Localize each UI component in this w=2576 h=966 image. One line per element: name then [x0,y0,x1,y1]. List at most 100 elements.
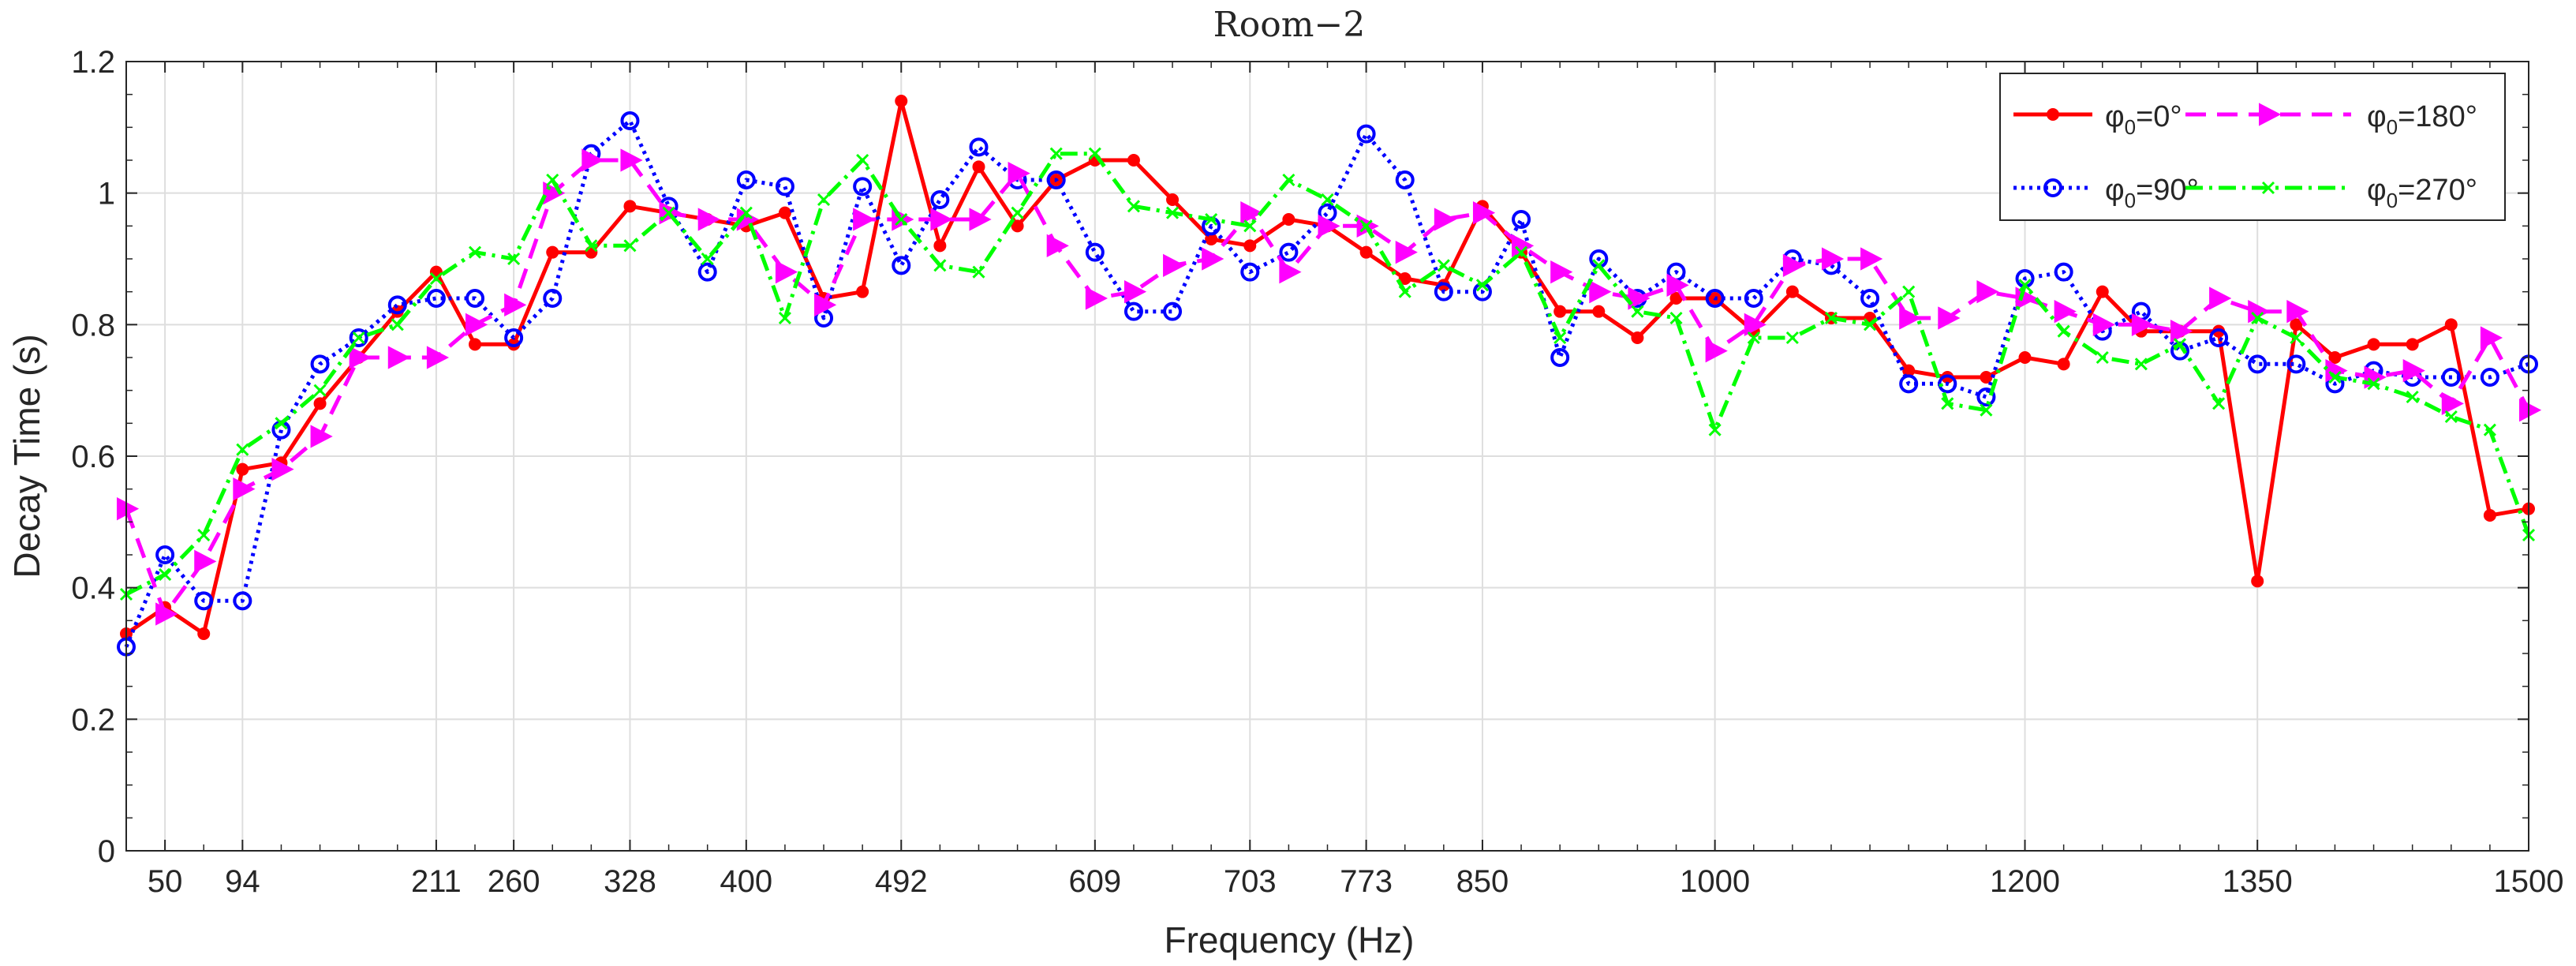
data-point [1785,285,1799,298]
data-point [469,338,482,351]
data-point [1553,305,1567,318]
data-point [197,528,211,542]
data-point [275,417,288,430]
data-point [2480,368,2499,387]
x-tick-label: 773 [1340,864,1393,899]
data-point [1356,124,1376,144]
data-point [507,252,521,266]
data-point [1821,247,1845,271]
data-point [1666,273,1689,297]
data-point [543,289,563,308]
data-point [349,328,368,347]
x-tick-label: 609 [1068,864,1121,899]
x-tick-label: 50 [148,864,183,899]
data-point [2251,311,2264,325]
data-point [504,293,527,316]
data-point [1782,253,1806,277]
data-point [313,397,327,410]
data-point [1398,285,1411,298]
data-point [739,206,753,219]
x-tick-label: 1500 [2494,864,2564,899]
data-point [352,331,365,345]
data-point [1240,262,1260,282]
data-point [2286,300,2309,324]
data-point [310,354,330,374]
data-point [1860,289,1880,308]
data-point [817,193,831,207]
legend-label-0-deg: φ0=0° [2105,100,2182,139]
data-point [1938,374,1957,394]
data-point [1941,397,1954,410]
series-layer [117,95,2542,657]
data-point [1980,371,1993,384]
data-point [623,239,637,253]
data-point [1631,331,1644,344]
data-point [468,245,482,259]
data-point [1085,286,1108,310]
x-tick-labels: 50 94 211 260 328 400 492 609 703 773 850 1000 1200 1… [148,864,2564,899]
legend-box [1999,73,2506,221]
x-tick-label: 400 [720,864,772,899]
data-point [1589,280,1612,304]
data-point [933,239,947,253]
data-point [2402,359,2425,383]
y-tick-label: 0.8 [71,308,115,343]
data-point [1395,241,1418,264]
data-point [892,256,911,275]
data-point [1902,285,1916,298]
data-point [1318,214,1340,238]
x-tick-label: 492 [875,864,928,899]
data-point [233,477,256,501]
y-axis-label: Decay Time (s) [6,334,47,578]
data-point [1705,339,1728,363]
legend-marker [2047,108,2059,121]
data-point [546,245,559,259]
data-point [391,318,404,331]
data-point [969,137,989,157]
data-point [2131,313,2155,336]
data-point [159,567,172,582]
data-point [194,591,214,611]
data-point [775,177,794,197]
data-point [1395,170,1415,189]
data-point [1359,245,1373,259]
data-point [620,148,643,172]
data-point [2483,423,2496,436]
data-point [465,313,488,336]
data-point [778,311,791,325]
data-point [504,328,524,347]
data-point [1166,193,1180,206]
data-point [1976,388,1996,406]
data-point [2170,320,2193,343]
data-point [1785,331,1799,345]
data-point [426,289,446,308]
data-point [1398,272,1411,285]
data-point [426,346,450,369]
data-point [1321,193,1334,207]
data-point [1976,280,1999,304]
data-point [662,206,675,219]
data-point [2328,370,2342,384]
data-point [623,200,637,213]
data-point [736,170,756,189]
data-point [2367,338,2380,351]
data-point [697,262,717,282]
data-point [1744,289,1763,308]
data-point [1127,200,1140,213]
data-point [1046,170,1066,189]
data-point [1008,162,1030,185]
data-point [1085,242,1105,262]
data-point [856,285,869,298]
data-point [2096,350,2109,365]
data-point [387,295,407,315]
data-point [2018,279,2032,292]
legend-entry-90-deg: φ0=90° [2013,174,2199,212]
data-point [1980,403,1993,417]
data-point [1205,212,1218,227]
data-point [1202,247,1224,271]
y-tick-label: 0.4 [71,571,115,606]
data-point [2406,390,2419,404]
x-tick-label: 94 [225,864,260,899]
data-point [271,458,294,481]
